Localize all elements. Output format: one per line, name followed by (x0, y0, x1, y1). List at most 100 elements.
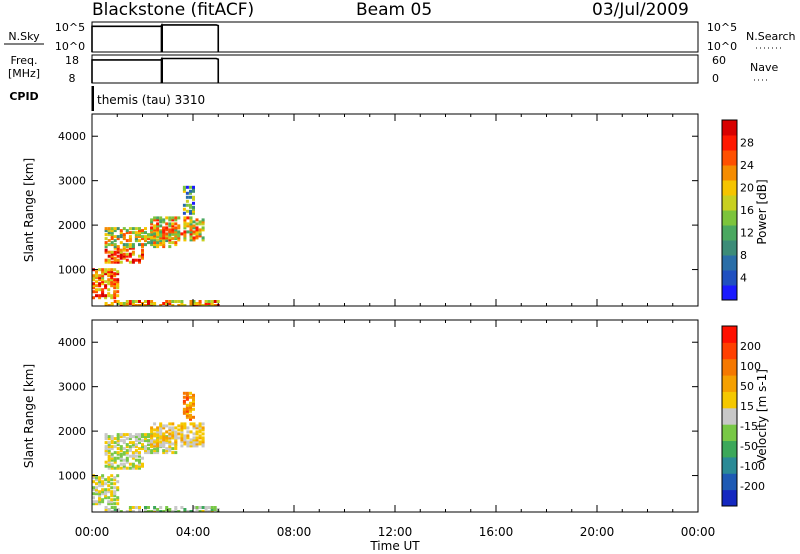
colorbar-tick-label: 20 (740, 182, 754, 195)
range-gate-cell (95, 478, 98, 482)
range-gate-cell (153, 238, 157, 242)
range-gate-cell (180, 438, 184, 442)
range-gate-cell (141, 443, 144, 447)
range-gate-cell (192, 187, 195, 191)
range-gate-cell (128, 441, 132, 445)
range-gate-cell (131, 231, 135, 235)
range-gate-cell (104, 452, 108, 456)
range-gate-cell (174, 300, 178, 303)
range-gate-cell (122, 256, 126, 260)
range-gate-cell (189, 211, 192, 215)
range-gate-cell (165, 438, 169, 442)
range-gate-cell (107, 502, 111, 506)
range-gate-cell (186, 216, 190, 220)
range-gate-cell (177, 230, 181, 234)
range-gate-cell (104, 241, 108, 245)
colorbar-tick-label: 24 (740, 159, 754, 172)
range-gate-cell (110, 284, 114, 288)
range-gate-cell (101, 294, 105, 298)
range-gate-cell (116, 488, 120, 492)
range-gate-cell (174, 228, 178, 232)
colorbar-swatch (722, 456, 737, 474)
range-gate-cell (110, 447, 114, 451)
range-gate-cell (128, 445, 132, 449)
range-gate-cell (113, 245, 117, 249)
range-gate-cell (98, 476, 102, 480)
range-gate-cell (168, 224, 172, 228)
range-gate-cell (192, 401, 195, 405)
colorbar-tick-label: 12 (740, 227, 754, 240)
range-gate-cell (183, 232, 187, 236)
range-gate-cell (195, 440, 199, 444)
y-tick-label: 3000 (58, 381, 86, 394)
range-gate-cell (165, 236, 169, 240)
range-gate-cell (201, 436, 205, 440)
range-gate-cell (201, 218, 205, 222)
range-gate-cell (107, 443, 111, 447)
range-gate-cell (165, 441, 169, 445)
range-gate-cell (162, 432, 166, 436)
range-gate-cell (110, 294, 114, 298)
range-gate-cell (195, 506, 199, 509)
range-gate-cell (150, 236, 154, 240)
range-gate-cell (138, 508, 141, 511)
range-gate-cell (168, 241, 172, 245)
range-gate-cell (113, 243, 117, 247)
range-gate-cell (195, 228, 199, 232)
range-gate-cell (150, 426, 154, 430)
range-gate-cell (125, 248, 129, 252)
date-label: 03/Jul/2009 (592, 0, 689, 20)
power-colorbar-label: Power [dB] (755, 179, 769, 244)
range-gate-cell (165, 508, 169, 511)
range-gate-cell (183, 440, 187, 444)
range-gate-cell (138, 304, 141, 306)
range-gate-cell (116, 502, 120, 506)
range-gate-cell (116, 480, 120, 484)
range-gate-cell (213, 508, 217, 511)
range-gate-cell (204, 506, 208, 509)
time-tick-label: 04:00 (176, 525, 211, 539)
range-gate-cell (110, 510, 114, 512)
station-title: Blackstone (fitACF) (92, 0, 255, 20)
range-gate-cell (110, 235, 114, 239)
range-gate-cell (107, 233, 111, 237)
range-gate-cell (189, 218, 193, 222)
colorbar-swatch (722, 407, 737, 425)
range-gate-cell (134, 235, 138, 239)
range-gate-cell (113, 486, 117, 490)
range-gate-cell (98, 490, 102, 494)
range-gate-cell (198, 302, 202, 305)
range-gate-cell (189, 226, 193, 230)
range-gate-cell (183, 422, 187, 426)
range-gate-cell (182, 409, 186, 413)
range-gate-cell (107, 480, 111, 484)
range-gate-cell (101, 290, 105, 294)
range-gate-cell (183, 508, 187, 511)
range-gate-cell (110, 231, 114, 235)
range-gate-cell (189, 300, 193, 303)
range-gate-cell (116, 452, 120, 456)
range-gate-cell (107, 258, 111, 262)
range-gate-cell (201, 422, 205, 426)
range-gate-cell (171, 428, 175, 432)
range-gate-cell (150, 451, 154, 455)
range-gate-cell (182, 411, 186, 415)
range-gate-cell (201, 432, 205, 436)
range-gate-cell (107, 260, 111, 264)
range-gate-cell (174, 430, 178, 434)
colorbar-tick-label: 50 (740, 380, 754, 393)
range-gate-cell (159, 444, 163, 448)
range-gate-cell (104, 260, 108, 264)
range-gate-cell (110, 256, 114, 260)
trace-segment (161, 24, 220, 52)
power-ylabel: Slant Range [km] (22, 158, 36, 262)
range-gate-cell (134, 231, 138, 235)
range-gate-cell (110, 241, 114, 245)
range-gate-cell (156, 451, 160, 455)
range-gate-cell (156, 230, 160, 234)
range-gate-cell (122, 246, 126, 250)
range-gate-cell (153, 451, 157, 455)
range-gate-cell (177, 224, 181, 228)
range-gate-cell (153, 442, 157, 446)
range-gate-cell (125, 243, 129, 247)
